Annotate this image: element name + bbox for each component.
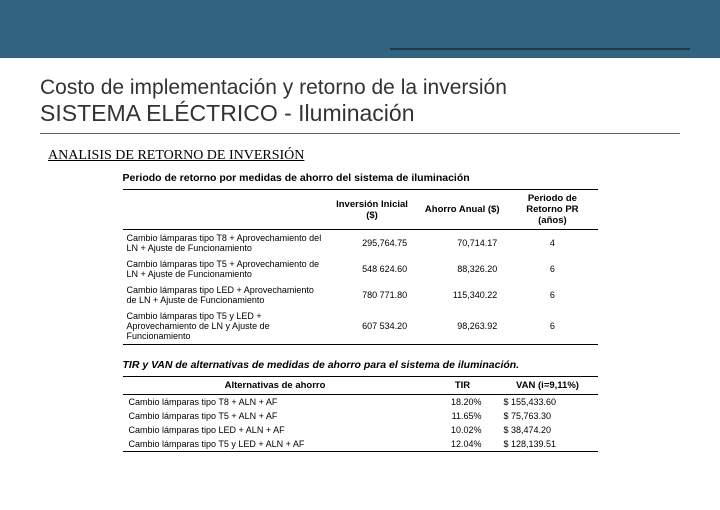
cell-inversion: 548 624.60 xyxy=(327,256,417,282)
col-inversion: Inversión Inicial ($) xyxy=(327,190,417,230)
content-area: Costo de implementación y retorno de la … xyxy=(0,58,720,452)
cell-pr: 6 xyxy=(507,308,597,345)
col-alternativas: Alternativas de ahorro xyxy=(123,377,428,395)
page-title-line2: SISTEMA ELÉCTRICO - Iluminación xyxy=(40,100,680,134)
col-blank xyxy=(123,190,327,230)
table-row: Cambio lámparas tipo T5 + ALN + AF11.65%… xyxy=(123,409,598,423)
cell-pr: 6 xyxy=(507,256,597,282)
cell-inversion: 295,764.75 xyxy=(327,230,417,257)
col-van: VAN (i=9,11%) xyxy=(498,377,598,395)
tables-container: Periodo de retorno por medidas de ahorro… xyxy=(123,172,598,452)
page-title-line1: Costo de implementación y retorno de la … xyxy=(40,76,680,100)
cell-ahorro: 88,326.20 xyxy=(417,256,507,282)
table-row: Cambio lámparas tipo T8 + ALN + AF18.20%… xyxy=(123,395,598,410)
cell-alt: Cambio lámparas tipo T5 + ALN + AF xyxy=(123,409,428,423)
col-ahorro: Ahorro Anual ($) xyxy=(417,190,507,230)
tir-van-table: Alternativas de ahorro TIR VAN (i=9,11%)… xyxy=(123,376,598,452)
cell-tir: 12.04% xyxy=(428,437,498,452)
table-row: Cambio lámparas tipo T5 y LED + ALN + AF… xyxy=(123,437,598,452)
col-tir: TIR xyxy=(428,377,498,395)
cell-van: $ 38,474.20 xyxy=(498,423,598,437)
cell-inversion: 780 771.80 xyxy=(327,282,417,308)
cell-alt: Cambio lámparas tipo T5 y LED + ALN + AF xyxy=(123,437,428,452)
col-pr: Periodo de Retorno PR (años) xyxy=(507,190,597,230)
table-row: Cambio lámparas tipo T8 + Aprovechamient… xyxy=(123,230,598,257)
cell-desc: Cambio lámparas tipo T5 + Aprovechamient… xyxy=(123,256,327,282)
cell-pr: 6 xyxy=(507,282,597,308)
table-row: Cambio lámparas tipo LED + ALN + AF10.02… xyxy=(123,423,598,437)
header-band xyxy=(0,0,720,58)
header-accent-line xyxy=(390,48,690,50)
table-row: Cambio lámparas tipo T5 y LED + Aprovech… xyxy=(123,308,598,345)
table2-title: TIR y VAN de alternativas de medidas de … xyxy=(123,359,598,371)
cell-van: $ 128,139.51 xyxy=(498,437,598,452)
cell-ahorro: 70,714.17 xyxy=(417,230,507,257)
table1-title: Periodo de retorno por medidas de ahorro… xyxy=(123,172,598,184)
cell-van: $ 75,763.30 xyxy=(498,409,598,423)
cell-desc: Cambio lámparas tipo T5 y LED + Aprovech… xyxy=(123,308,327,345)
cell-ahorro: 98,263.92 xyxy=(417,308,507,345)
cell-alt: Cambio lámparas tipo LED + ALN + AF xyxy=(123,423,428,437)
table-row: Cambio lámparas tipo LED + Aprovechamien… xyxy=(123,282,598,308)
cell-pr: 4 xyxy=(507,230,597,257)
cell-desc: Cambio lámparas tipo T8 + Aprovechamient… xyxy=(123,230,327,257)
cell-inversion: 607 534.20 xyxy=(327,308,417,345)
cell-ahorro: 115,340.22 xyxy=(417,282,507,308)
cell-alt: Cambio lámparas tipo T8 + ALN + AF xyxy=(123,395,428,410)
section-subtitle: ANALISIS DE RETORNO DE INVERSIÓN xyxy=(48,148,680,164)
cell-desc: Cambio lámparas tipo LED + Aprovechamien… xyxy=(123,282,327,308)
table-row: Cambio lámparas tipo T5 + Aprovechamient… xyxy=(123,256,598,282)
cell-tir: 11.65% xyxy=(428,409,498,423)
cell-tir: 18.20% xyxy=(428,395,498,410)
cell-tir: 10.02% xyxy=(428,423,498,437)
cell-van: $ 155,433.60 xyxy=(498,395,598,410)
payback-table: Inversión Inicial ($) Ahorro Anual ($) P… xyxy=(123,189,598,345)
